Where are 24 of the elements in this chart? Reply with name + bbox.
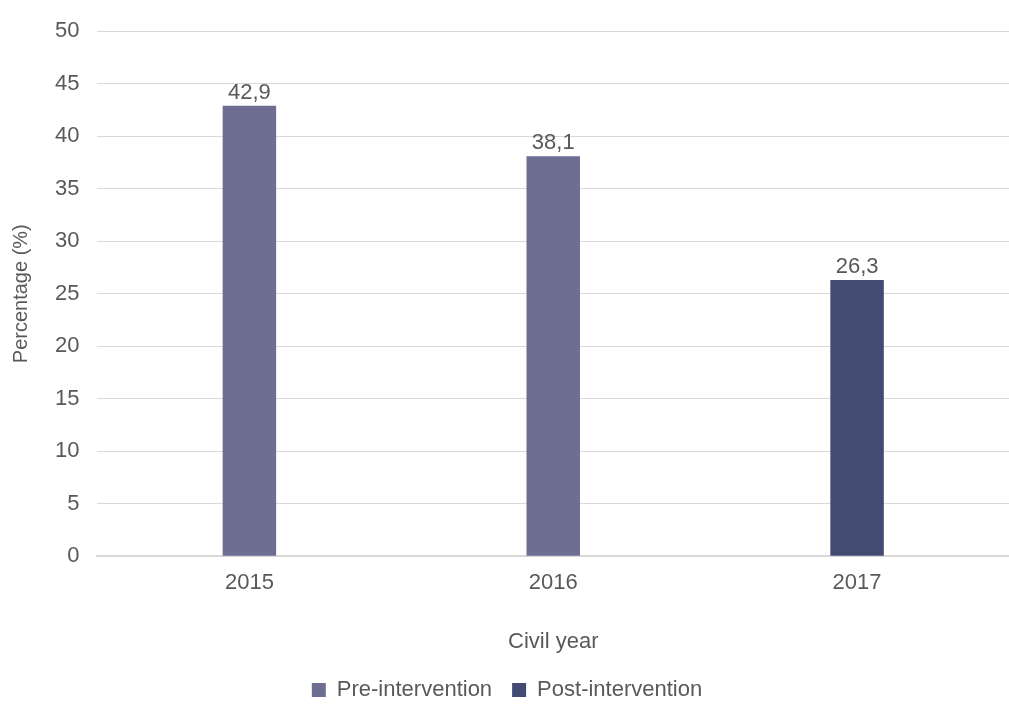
y-tick-label: 20 (54, 332, 80, 358)
legend-label: Post-intervention (537, 676, 703, 702)
data-label: 26,3 (835, 253, 879, 279)
data-label: 42,9 (227, 78, 271, 104)
x-axis-title: Civil year (508, 627, 599, 653)
bar (526, 156, 580, 556)
y-tick-label: 25 (54, 279, 80, 305)
x-tick-label: 2015 (224, 569, 274, 595)
bar (222, 105, 277, 556)
y-tick-label: 45 (54, 69, 80, 95)
y-tick-label: 15 (54, 384, 80, 410)
y-tick-label: 5 (67, 489, 80, 515)
y-tick-label: 40 (54, 122, 80, 148)
bar (830, 280, 884, 556)
y-tick-label: 35 (54, 174, 80, 200)
legend-label: Pre-intervention (336, 676, 493, 702)
y-tick-label: 0 (67, 542, 80, 568)
y-axis-title: Percentage (%) (8, 224, 31, 364)
y-tick-label: 50 (54, 17, 80, 43)
x-tick-label: 2016 (528, 569, 578, 595)
y-tick-label: 30 (54, 227, 80, 253)
y-tick-label: 10 (54, 437, 80, 463)
x-tick-label: 2017 (832, 569, 882, 595)
data-label: 38,1 (531, 129, 575, 155)
